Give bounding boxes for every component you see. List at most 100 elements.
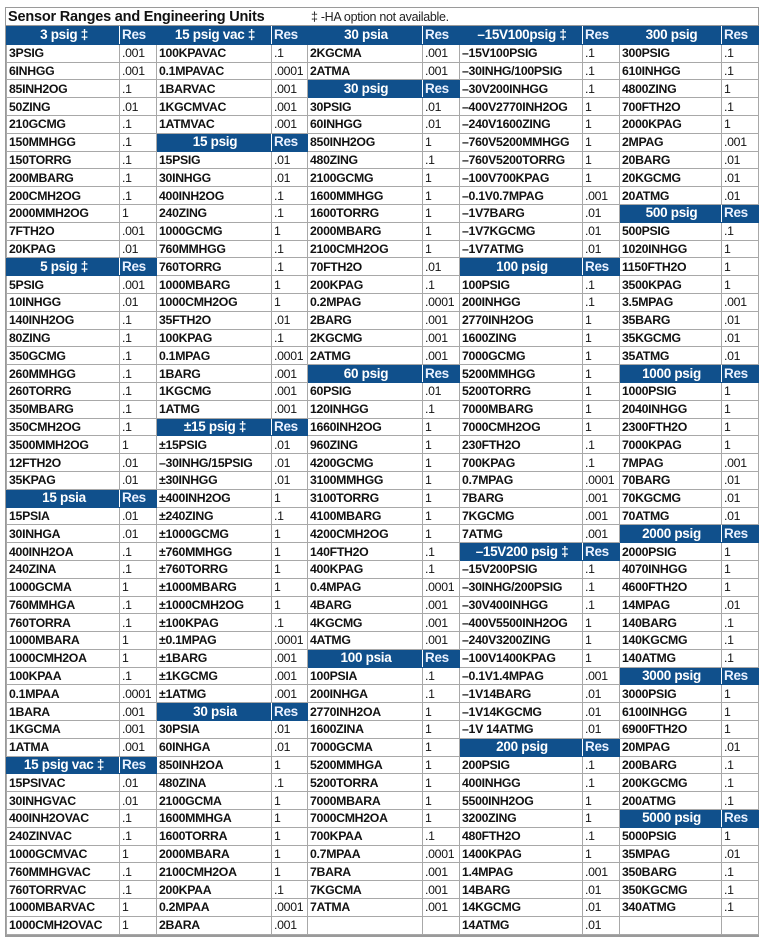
resolution-value: 1: [271, 577, 308, 597]
sensor-range-code: 7BARA: [307, 862, 423, 882]
sensor-range-code: 140FTH2O: [307, 542, 423, 561]
sensor-ranges-sheet: Sensor Ranges and Engineering Units ‡ -H…: [5, 7, 759, 937]
sensor-range-code: 5000PSIG: [619, 826, 722, 846]
resolution-value: 1: [271, 809, 308, 828]
table-row: 150MMHGG .1 15 psig Res 850INH2OG 1 –760V5200M…: [6, 132, 759, 152]
range-group-header: 15 psig: [156, 132, 272, 152]
sensor-range-code: –760V5200TORRG: [459, 150, 583, 170]
sensor-range-code: –30INHG/15PSIG: [156, 453, 272, 472]
sensor-range-code: 35FTH2O: [156, 310, 272, 330]
sensor-range-code: 480ZING: [307, 150, 423, 170]
resolution-value: 1: [582, 364, 620, 383]
sensor-range-code: –1V7KGCMG: [459, 221, 583, 241]
sensor-range-code: 20MPAG: [619, 737, 722, 757]
resolution-value: .01: [582, 203, 620, 223]
sensor-range-code: 760TORRG: [156, 257, 272, 277]
sensor-range-code: –100V700KPAG: [459, 168, 583, 188]
resolution-value: 1: [119, 435, 157, 455]
table-row: 80ZING .1 100KPAG .1 2KGCMG .001 1600ZING 1 35KG…: [6, 328, 759, 348]
sensor-range-code: 35KGCMG: [619, 328, 722, 348]
sensor-range-code: –1V14BARG: [459, 684, 583, 704]
sensor-range-code: 400INH2OVAC: [6, 809, 120, 828]
resolution-value: .0001: [271, 346, 308, 366]
table-row: 5PSIG .001 1000MBARG 1 200KPAG .1 100PSIG .1 350…: [6, 275, 759, 294]
sensor-range-code: 7000GCMA: [307, 737, 423, 757]
sensor-range-code: 1BARA: [6, 702, 120, 722]
resolution-value: 1: [582, 844, 620, 864]
sensor-range-code: 3PSIG: [6, 43, 120, 63]
table-row: 400INH2OA .1 ±760MMHGG 1 140FTH2O .1 –15V200 p…: [6, 542, 759, 561]
resolution-value: 1: [271, 559, 308, 579]
resolution-value: 1: [422, 168, 460, 188]
resolution-value: 1: [271, 275, 308, 294]
table-row: 240ZINVAC .1 1600TORRA 1 700KPAA .1 480FTH2O .1…: [6, 826, 759, 846]
resolution-value: 1: [271, 791, 308, 811]
resolution-value: 1: [582, 310, 620, 330]
sensor-range-code: 2000KPAG: [619, 114, 722, 134]
sensor-range-code: 12FTH2O: [6, 453, 120, 472]
resolution-value: .1: [582, 453, 620, 472]
sensor-range-code: 700KPAG: [459, 453, 583, 472]
table-row: 210GCMG .1 1ATMVAC .001 60INHGG .01 –240V1600Z…: [6, 114, 759, 134]
res-column-header: Res: [271, 417, 308, 437]
resolution-value: .01: [721, 328, 759, 348]
resolution-value: .1: [422, 275, 460, 294]
resolution-value: .1: [271, 880, 308, 900]
sensor-range-code: 230FTH2O: [459, 435, 583, 455]
resolution-value: .01: [422, 381, 460, 401]
sensor-range-code: 2040INHGG: [619, 399, 722, 419]
range-group-header: 15 psig vac ‡: [6, 755, 120, 775]
resolution-value: .1: [582, 755, 620, 775]
resolution-value: .1: [119, 328, 157, 348]
sensor-range-code: 4800ZING: [619, 79, 722, 99]
sensor-range-code: 14KGCMG: [459, 898, 583, 917]
resolution-value: 1: [721, 275, 759, 294]
sensor-range-code: 6INHGG: [6, 61, 120, 81]
sensor-range-code: 1.4MPAG: [459, 862, 583, 882]
res-column-header: Res: [721, 524, 759, 544]
sensor-range-code: 1000GCMVAC: [6, 844, 120, 864]
resolution-value: .01: [119, 453, 157, 472]
resolution-value: .01: [721, 488, 759, 508]
resolution-value: .1: [582, 275, 620, 294]
resolution-value: 1: [271, 292, 308, 312]
resolution-value: 1: [119, 915, 157, 935]
resolution-value: .1: [119, 150, 157, 170]
resolution-value: .1: [119, 862, 157, 882]
sensor-range-code: 3100TORRG: [307, 488, 423, 508]
sensor-range-code: 200KPAA: [156, 880, 272, 900]
resolution-value: 1: [422, 435, 460, 455]
sensor-range-code: 2770INH2OA: [307, 702, 423, 722]
sensor-range-code: 0.1MPAVAC: [156, 61, 272, 81]
resolution-value: 1: [422, 132, 460, 152]
table-row: 150TORRG .1 15PSIG .01 480ZING .1 –760V5200TOR…: [6, 150, 759, 170]
sensor-range-code: ±760TORRG: [156, 559, 272, 579]
resolution-value: 1: [271, 844, 308, 864]
sensor-range-code: ±400INH2OG: [156, 488, 272, 508]
resolution-value: 1: [422, 737, 460, 757]
resolution-value: .01: [422, 97, 460, 116]
resolution-value: .1: [582, 292, 620, 312]
sensor-range-code: ±1000CMH2OG: [156, 595, 272, 615]
table-row: 15 psig vac ‡ Res 850INH2OA 1 5200MMHGA 1 200P…: [6, 755, 759, 775]
resolution-value: [422, 915, 460, 935]
range-group-header: 300 psig: [619, 26, 722, 45]
sensor-range-code: 500PSIG: [619, 221, 722, 241]
resolution-value: .1: [271, 203, 308, 223]
resolution-value: .1: [119, 364, 157, 383]
sensor-range-code: 85INH2OG: [6, 79, 120, 99]
sensor-range-code: –100V1400KPAG: [459, 648, 583, 668]
sensor-range-code: ±15PSIG: [156, 435, 272, 455]
sensor-range-code: 2000MBARG: [307, 221, 423, 241]
resolution-value: 1: [119, 648, 157, 668]
sensor-range-code: 15PSIG: [156, 150, 272, 170]
resolution-value: .001: [271, 915, 308, 935]
resolution-value: 1: [422, 791, 460, 811]
resolution-value: .001: [422, 880, 460, 900]
resolution-value: 1: [422, 524, 460, 544]
resolution-value: 1: [119, 631, 157, 650]
sensor-range-code: 1000CMH2OG: [156, 292, 272, 312]
sensor-range-code: 4600FTH2O: [619, 577, 722, 597]
sensor-range-code: –30INHG/100PSIG: [459, 61, 583, 81]
sensor-range-code: 5200TORRA: [307, 773, 423, 793]
